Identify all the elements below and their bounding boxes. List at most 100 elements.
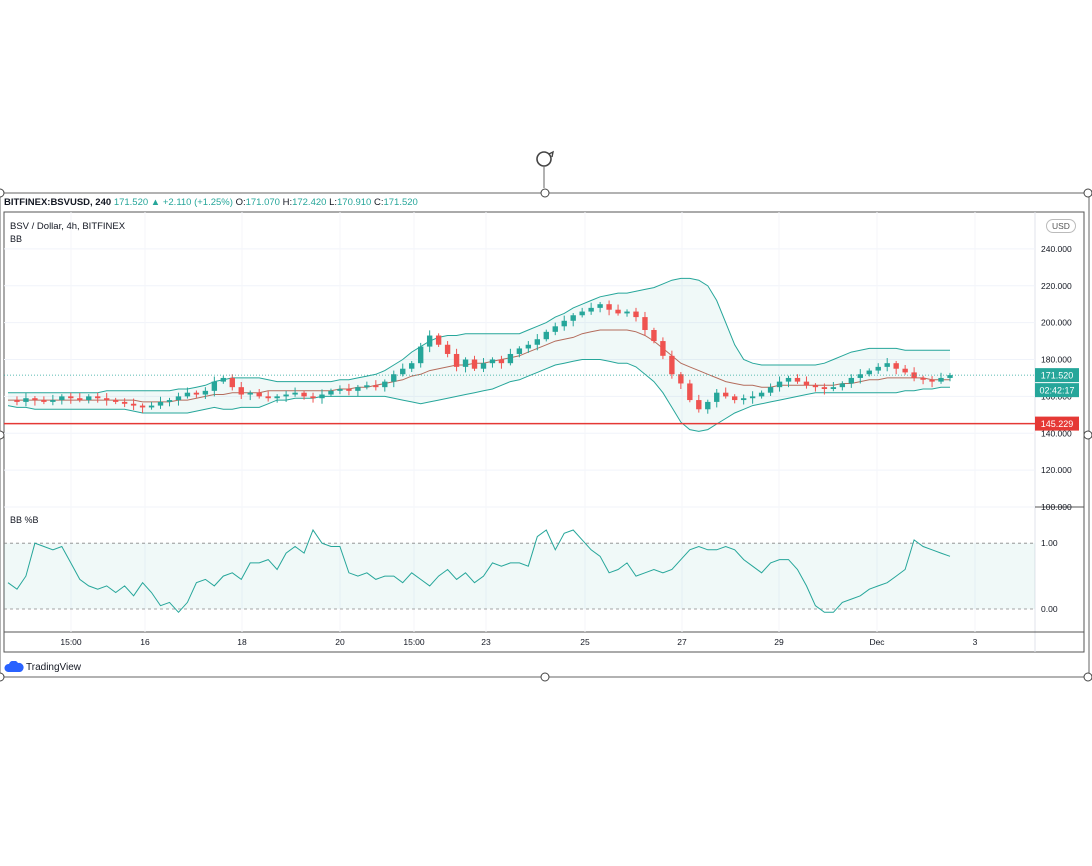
candle-body xyxy=(516,348,523,354)
candle-body xyxy=(714,392,720,402)
candle-body xyxy=(417,346,424,364)
candle-body xyxy=(453,353,460,367)
chart-title: BSV / Dollar, 4h, BITFINEX xyxy=(10,221,126,232)
price-tags: 171.520 02:42:17 145.229 xyxy=(1035,368,1079,431)
pane2-title[interactable]: BB %B xyxy=(10,515,39,525)
candle-body xyxy=(543,331,549,340)
candle-body xyxy=(301,392,307,397)
time-tick-label: 29 xyxy=(774,637,784,647)
candles xyxy=(4,300,1035,414)
candle-body xyxy=(920,377,926,380)
price-tick-label: 200.000 xyxy=(1041,318,1072,328)
line-price-tag: 145.229 xyxy=(1041,419,1074,429)
rotate-handle-icon[interactable] xyxy=(536,150,554,188)
price-tick-label: 220.000 xyxy=(1041,281,1072,291)
candle-body xyxy=(480,363,487,369)
time-tick-label: Dec xyxy=(869,637,885,647)
percent-b-axis-ticks: 0.00 1.00 xyxy=(1041,538,1058,614)
candle-body xyxy=(346,389,352,391)
candle-body xyxy=(749,396,756,399)
candle-body xyxy=(238,387,244,395)
candle-body xyxy=(723,392,729,397)
candle-body xyxy=(696,400,702,410)
last-price: 171.520 xyxy=(113,197,149,208)
price-change: +2.110 (+1.25%) xyxy=(162,197,233,208)
symbol-name[interactable]: BITFINEX:BSVUSD, 240 xyxy=(4,197,112,208)
bb-basis-line xyxy=(8,329,950,403)
candle-body xyxy=(893,363,899,369)
candle-body xyxy=(274,396,280,399)
time-tick-label: 3 xyxy=(973,637,978,647)
candle-body xyxy=(337,389,343,391)
candle-body xyxy=(130,403,137,406)
candle-body xyxy=(875,366,881,371)
candle-body xyxy=(256,392,262,397)
candle-body xyxy=(328,390,334,395)
candle-body xyxy=(355,387,361,391)
bb-lines xyxy=(7,277,950,432)
candle-body xyxy=(50,400,56,402)
up-triangle-icon: ▲ xyxy=(150,197,161,208)
resize-handle-mr[interactable] xyxy=(1083,430,1092,440)
candle-body xyxy=(660,341,666,356)
resize-handle-ml[interactable] xyxy=(0,430,5,440)
candle-body xyxy=(409,363,415,369)
resize-handle-tl[interactable] xyxy=(0,188,5,198)
candle-body xyxy=(588,307,594,312)
candle-body xyxy=(265,396,271,399)
candle-body xyxy=(534,339,541,345)
candle-body xyxy=(758,392,765,397)
candle-body xyxy=(148,405,155,408)
candle-body xyxy=(283,394,289,397)
candle-body xyxy=(139,405,146,408)
candle-body xyxy=(731,396,738,401)
candle-body xyxy=(669,355,675,375)
currency-badge[interactable]: USD xyxy=(1046,219,1076,233)
candle-body xyxy=(642,317,648,330)
close-value: 171.520 xyxy=(383,197,418,208)
high-label: H: xyxy=(282,197,293,208)
candle-body xyxy=(95,396,101,399)
last-price-tag-bg xyxy=(1035,368,1079,383)
time-tick-label: 27 xyxy=(677,637,687,647)
tradingview-cloud-icon xyxy=(4,661,24,672)
candle-body xyxy=(471,359,478,369)
candle-body xyxy=(157,401,164,406)
resize-handle-bc[interactable] xyxy=(540,672,550,682)
time-tick-label: 18 xyxy=(237,637,247,647)
time-tick-label: 15:00 xyxy=(403,637,425,647)
candle-body xyxy=(103,398,110,401)
low-label: L: xyxy=(329,197,337,208)
candle-body xyxy=(41,400,47,402)
close-label: C: xyxy=(373,197,384,208)
candle-body xyxy=(803,381,810,386)
candle-body xyxy=(498,359,505,364)
candle-body xyxy=(812,385,819,388)
candle-body xyxy=(435,335,442,345)
candle-body xyxy=(938,377,944,382)
low-value: 170.910 xyxy=(337,197,372,208)
candle-body xyxy=(633,311,639,318)
indicator-label[interactable]: BB xyxy=(10,234,23,244)
candle-body xyxy=(382,381,388,388)
resize-handle-br[interactable] xyxy=(1083,672,1092,682)
grid xyxy=(4,212,1035,632)
candle-body xyxy=(86,396,92,401)
candle-body xyxy=(319,394,325,399)
resize-handle-bl[interactable] xyxy=(0,672,5,682)
candle-body xyxy=(247,392,253,395)
tradingview-brand[interactable]: TradingView xyxy=(4,661,81,673)
percent-b-band xyxy=(4,543,1035,609)
candle-body xyxy=(776,381,783,388)
candle-body xyxy=(821,387,828,389)
candle-body xyxy=(292,392,298,395)
line-price-tag-bg xyxy=(1035,416,1079,431)
candle-body xyxy=(211,381,218,391)
candle-body xyxy=(794,377,801,382)
brand-label: TradingView xyxy=(26,661,82,673)
candle-body xyxy=(310,396,316,399)
candle-body xyxy=(830,387,837,389)
resize-handle-tr[interactable] xyxy=(1083,188,1092,198)
resize-handle-tc[interactable] xyxy=(540,188,550,198)
